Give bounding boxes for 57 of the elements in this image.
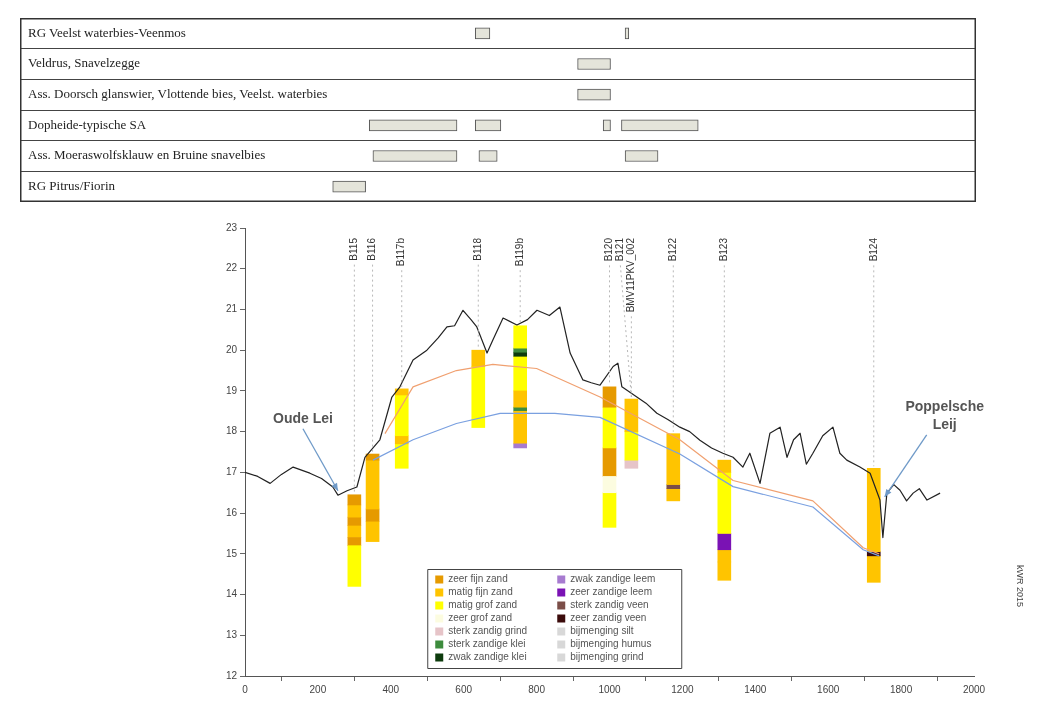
annotation: BMV11PKV_002 <box>625 237 637 313</box>
legend-label: matig fijn zand <box>448 586 513 598</box>
y-tick-label: 18 <box>225 425 238 437</box>
y-tick-label: 23 <box>225 221 238 233</box>
x-tick-label: 1000 <box>598 683 622 695</box>
x-tick-label: 800 <box>528 683 546 695</box>
x-tick-label: 1800 <box>889 683 913 695</box>
legend-label: sterk zandige klei <box>448 638 526 650</box>
legend-label: zeer zandige leem <box>570 586 652 598</box>
x-tick-label: 0 <box>242 683 249 695</box>
x-tick-label: 1400 <box>744 683 767 695</box>
annotation: B117b <box>395 237 407 267</box>
annotation: B122 <box>667 237 679 262</box>
x-tick-label: 2000 <box>962 683 986 695</box>
legend-label: zeer fijn zand <box>448 573 508 585</box>
x-tick-label: 400 <box>382 683 400 695</box>
y-tick-label: Dopheide-typische SA <box>28 116 147 132</box>
y-tick-label: 22 <box>225 262 238 274</box>
x-tick-label: 1600 <box>817 683 840 695</box>
y-tick-label: RG Veelst waterbies-Veenmos <box>28 24 186 40</box>
y-tick-label: Ass. Moeraswolfsklauw en Bruine snavelbies <box>28 147 266 163</box>
y-tick-label: 14 <box>225 588 238 600</box>
annotation: B119b <box>513 237 525 267</box>
legend-label: bijmenging humus <box>570 638 652 650</box>
annotation: B120 <box>603 237 615 262</box>
legend-label: sterk zandig grind <box>448 625 528 637</box>
legend-label: sterk zandig veen <box>570 599 649 611</box>
legend-label: bijmenging grind <box>570 651 644 663</box>
y-tick-label: Veldrus, Snavelzegge <box>28 55 141 71</box>
legend-label: zwak zandige klei <box>448 651 527 663</box>
x-tick-label: 200 <box>309 683 327 695</box>
annotation: B115 <box>348 237 360 261</box>
annotation: Poppelsche Leij <box>905 397 985 432</box>
x-tick-label: 600 <box>455 683 473 695</box>
y-tick-label: Ass. Doorsch glanswier, Vlottende bies, Veelst. waterbies <box>28 86 328 102</box>
annotation: B124 <box>867 237 879 262</box>
y-tick-label: 19 <box>225 384 238 396</box>
y-tick-label: 17 <box>225 466 238 478</box>
annotation: Oude Lei <box>272 409 333 426</box>
y-tick-label: 12 <box>225 669 238 681</box>
text: kWR 2015 <box>1014 564 1025 608</box>
x-tick-label: 1200 <box>671 683 694 695</box>
y-tick-label: 15 <box>225 547 238 559</box>
legend-label: matig grof zand <box>448 599 518 611</box>
y-tick-label: RG Pitrus/Fiorin <box>28 178 116 194</box>
legend-label: zeer grof zand <box>448 612 513 624</box>
y-tick-label: 13 <box>225 629 238 641</box>
y-tick-label: 20 <box>225 343 238 355</box>
legend-label: zeer zandig veen <box>570 612 647 624</box>
annotation: B123 <box>718 237 730 262</box>
annotation: B121 <box>614 237 626 262</box>
annotation: B118 <box>472 237 484 261</box>
legend-label: bijmenging silt <box>570 625 634 637</box>
annotation: B116 <box>366 237 378 261</box>
y-tick-label: 21 <box>225 303 238 315</box>
y-tick-label: 16 <box>225 506 238 518</box>
legend-label: zwak zandige leem <box>570 573 656 585</box>
